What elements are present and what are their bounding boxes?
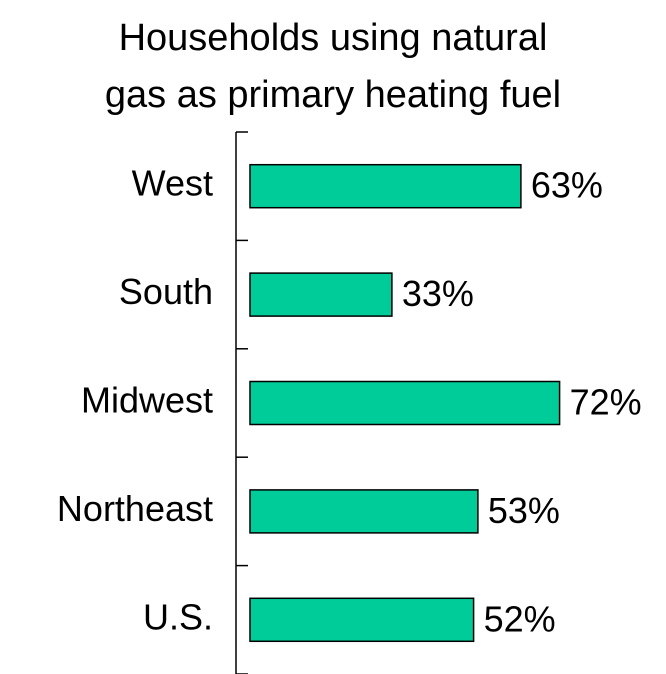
chart-title-line: gas as primary heating fuel — [105, 74, 561, 116]
category-label: Northeast — [57, 488, 213, 529]
value-label: 53% — [488, 490, 560, 531]
value-label: 63% — [531, 165, 603, 206]
value-label: 52% — [484, 598, 556, 639]
bar — [249, 163, 522, 209]
bar — [249, 380, 561, 426]
value-label: 33% — [402, 273, 474, 314]
bar — [249, 272, 393, 317]
category-label: West — [132, 163, 213, 204]
bar — [249, 597, 475, 643]
bar — [249, 489, 479, 534]
value-label: 72% — [570, 382, 642, 423]
category-label: South — [119, 271, 213, 312]
category-label: U.S. — [143, 596, 213, 637]
chart-title-line: Households using natural — [119, 17, 548, 59]
category-label: Midwest — [81, 380, 213, 421]
